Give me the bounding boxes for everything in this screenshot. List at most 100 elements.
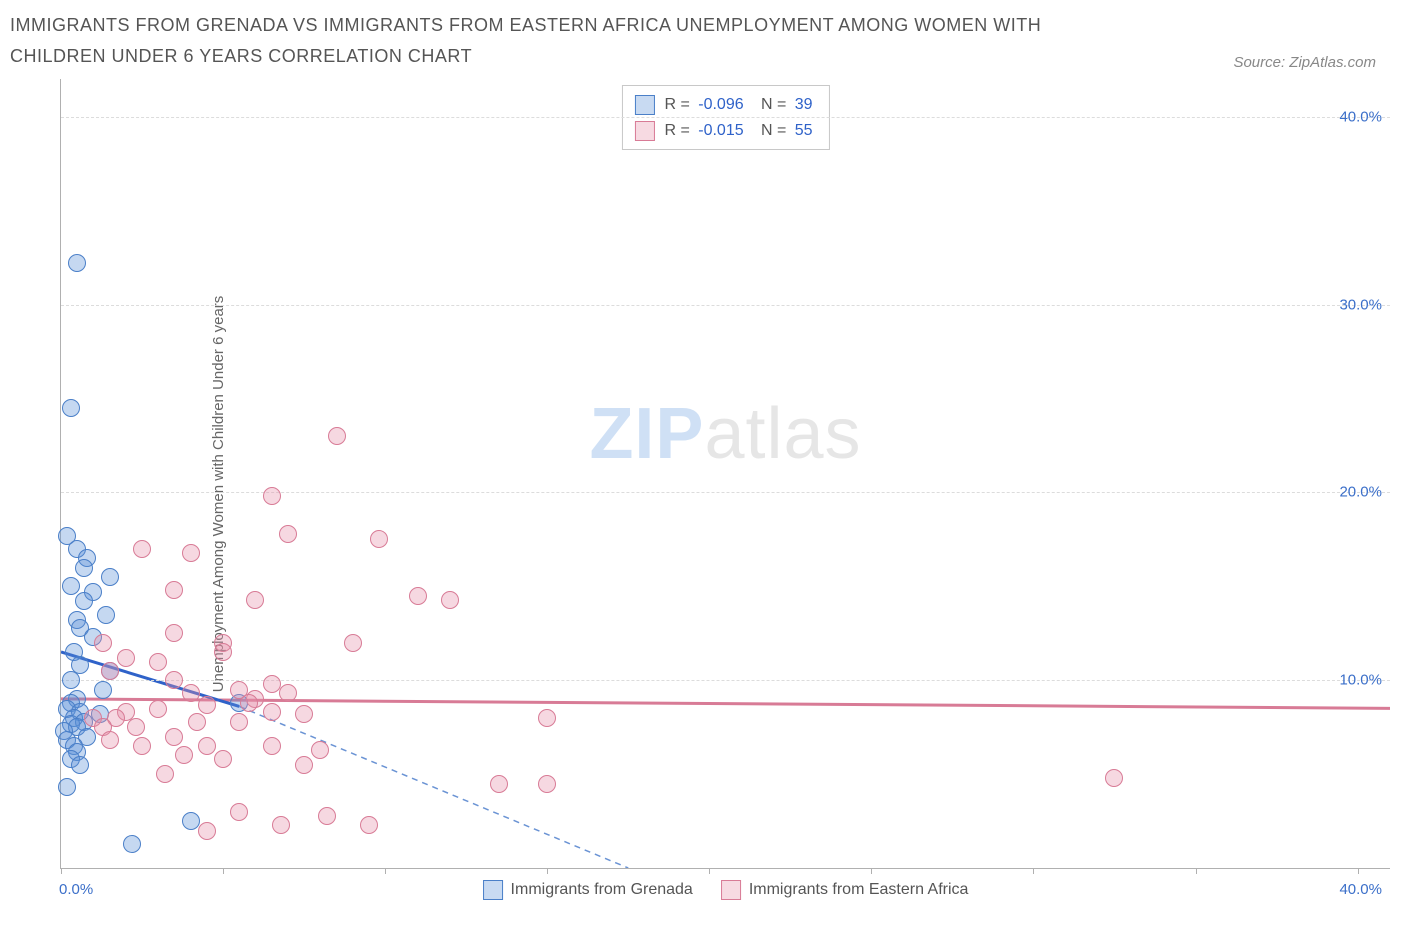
data-point	[295, 705, 313, 723]
x-tick	[223, 868, 224, 874]
gridline-h	[61, 305, 1390, 306]
data-point	[441, 591, 459, 609]
data-point	[214, 643, 232, 661]
y-tick-label: 30.0%	[1339, 296, 1382, 313]
y-tick-label: 20.0%	[1339, 484, 1382, 501]
data-point	[214, 750, 232, 768]
gridline-h	[61, 492, 1390, 493]
swatch-grenada	[483, 880, 503, 900]
data-point	[198, 737, 216, 755]
data-point	[75, 592, 93, 610]
data-point	[165, 581, 183, 599]
series-name-eastafrica: Immigrants from Eastern Africa	[749, 881, 969, 899]
data-point	[68, 254, 86, 272]
data-point	[311, 741, 329, 759]
data-point	[198, 696, 216, 714]
r-value-grenada: -0.096	[698, 96, 743, 113]
data-point	[409, 587, 427, 605]
legend-item-eastafrica: Immigrants from Eastern Africa	[721, 880, 969, 900]
data-point	[263, 675, 281, 693]
data-point	[149, 653, 167, 671]
data-point	[117, 649, 135, 667]
data-point	[62, 577, 80, 595]
gridline-h	[61, 680, 1390, 681]
plot-area: ZIPatlas R = -0.096 N = 39 R = -0.015 N …	[60, 79, 1390, 869]
data-point	[230, 713, 248, 731]
legend-row-grenada: R = -0.096 N = 39	[634, 92, 816, 118]
x-tick	[385, 868, 386, 874]
x-tick	[61, 868, 62, 874]
data-point	[344, 634, 362, 652]
data-point	[165, 728, 183, 746]
data-point	[156, 765, 174, 783]
n-label: N =	[761, 122, 786, 139]
data-point	[123, 835, 141, 853]
data-point	[188, 713, 206, 731]
data-point	[175, 746, 193, 764]
data-point	[198, 822, 216, 840]
data-point	[101, 731, 119, 749]
data-point	[370, 530, 388, 548]
data-point	[538, 709, 556, 727]
data-point	[133, 540, 151, 558]
r-label: R =	[664, 122, 689, 139]
data-point	[94, 634, 112, 652]
swatch-eastafrica	[634, 121, 654, 141]
data-point	[71, 756, 89, 774]
x-tick	[1358, 868, 1359, 874]
chart-header: IMMIGRANTS FROM GRENADA VS IMMIGRANTS FR…	[10, 10, 1396, 71]
data-point	[101, 662, 119, 680]
data-point	[75, 559, 93, 577]
watermark: ZIPatlas	[589, 393, 861, 475]
data-point	[182, 812, 200, 830]
legend-item-grenada: Immigrants from Grenada	[483, 880, 693, 900]
data-point	[133, 737, 151, 755]
data-point	[318, 807, 336, 825]
data-point	[58, 778, 76, 796]
data-point	[279, 525, 297, 543]
data-point	[94, 681, 112, 699]
watermark-zip: ZIP	[589, 394, 704, 474]
x-tick	[709, 868, 710, 874]
data-point	[240, 694, 258, 712]
data-point	[538, 775, 556, 793]
n-value-eastafrica: 55	[795, 122, 813, 139]
data-point	[165, 624, 183, 642]
data-point	[1105, 769, 1123, 787]
data-point	[263, 703, 281, 721]
x-tick	[871, 868, 872, 874]
data-point	[127, 718, 145, 736]
data-point	[182, 544, 200, 562]
data-point	[263, 487, 281, 505]
legend-row-eastafrica: R = -0.015 N = 55	[634, 118, 816, 144]
data-point	[246, 591, 264, 609]
series-legend: Immigrants from Grenada Immigrants from …	[483, 880, 969, 900]
r-label: R =	[664, 96, 689, 113]
data-point	[62, 399, 80, 417]
n-label: N =	[761, 96, 786, 113]
data-point	[149, 700, 167, 718]
x-tick	[1033, 868, 1034, 874]
x-axis-min-label: 0.0%	[59, 881, 93, 898]
data-point	[230, 803, 248, 821]
data-point	[279, 684, 297, 702]
data-point	[165, 671, 183, 689]
x-axis-max-label: 40.0%	[1339, 881, 1382, 898]
chart-container: Unemployment Among Women with Children U…	[10, 79, 1390, 909]
r-value-eastafrica: -0.015	[698, 122, 743, 139]
correlation-legend: R = -0.096 N = 39 R = -0.015 N = 55	[621, 85, 829, 150]
n-value-grenada: 39	[795, 96, 813, 113]
data-point	[295, 756, 313, 774]
data-point	[328, 427, 346, 445]
swatch-eastafrica	[721, 880, 741, 900]
series-name-grenada: Immigrants from Grenada	[511, 881, 693, 899]
data-point	[101, 568, 119, 586]
y-tick-label: 10.0%	[1339, 672, 1382, 689]
trend-lines-svg	[61, 79, 1390, 868]
gridline-h	[61, 117, 1390, 118]
data-point	[263, 737, 281, 755]
data-point	[360, 816, 378, 834]
data-point	[62, 671, 80, 689]
watermark-atlas: atlas	[704, 394, 861, 474]
x-tick	[1196, 868, 1197, 874]
